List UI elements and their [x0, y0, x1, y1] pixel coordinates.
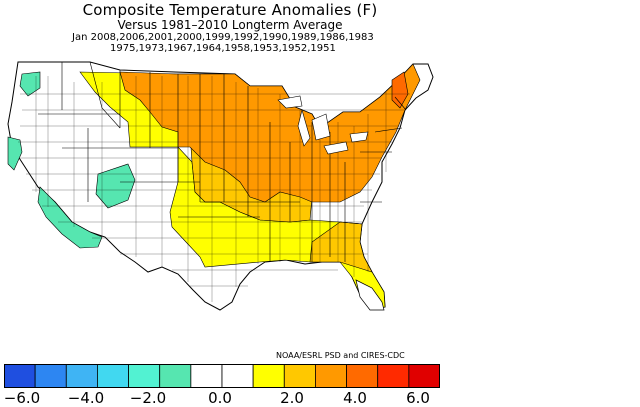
colorbar-cell	[408, 364, 440, 388]
composite-years-line-1: Jan 2008,2006,2001,2000,1999,1992,1990,1…	[72, 32, 374, 43]
tick-label-minus-6: −6.0	[3, 389, 41, 407]
composite-years-line-2: 1975,1973,1967,1964,1958,1953,1952,1951	[110, 43, 336, 54]
great-lakes	[277, 95, 369, 155]
map-title: Composite Temperature Anomalies (F)	[82, 1, 378, 19]
colorbar-cell	[190, 364, 223, 388]
colorbar-cell	[97, 364, 129, 388]
colorbar-tick-labels: −6.0 −4.0 −2.0 0.0 2.0 4.0 6.0	[0, 389, 460, 407]
tick-label-4: 4.0	[343, 389, 367, 407]
tick-label-minus-4: −4.0	[67, 389, 105, 407]
anomaly-region-teal-coast	[7, 136, 23, 171]
anomaly-region-teal-southwest	[37, 186, 103, 249]
data-source-credit: NOAA/ESRL PSD and CIRES-CDC	[276, 351, 405, 360]
colorbar-cell	[315, 364, 347, 388]
tick-label-2: 2.0	[280, 389, 304, 407]
colorbar-cell	[283, 364, 316, 388]
tick-label-6: 6.0	[406, 389, 430, 407]
anomaly-region-yellow	[79, 71, 386, 310]
colorbar-cell	[128, 364, 161, 388]
anomaly-region-teal-nevada	[95, 163, 136, 209]
colorbar-cell	[34, 364, 67, 388]
tick-label-minus-2: −2.0	[129, 389, 167, 407]
colorbar-cell	[346, 364, 379, 388]
colorbar	[4, 364, 440, 388]
anomaly-region-teal-northwest	[19, 71, 41, 97]
map-subtitle: Versus 1981–2010 Longterm Average	[117, 18, 343, 32]
tick-label-0: 0.0	[208, 389, 232, 407]
colorbar-cell	[221, 364, 254, 388]
colorbar-cell	[65, 364, 98, 388]
colorbar-cell	[252, 364, 285, 388]
division-borders	[18, 76, 410, 302]
colorbar-cell	[4, 364, 36, 388]
colorbar-cell	[159, 364, 192, 388]
map-svg	[7, 61, 434, 311]
anomaly-region-deep-orange	[391, 71, 409, 109]
florida	[355, 279, 385, 311]
colorbar-frame	[4, 364, 440, 388]
us-climate-division-map	[0, 52, 460, 357]
colorbar-cell	[377, 364, 410, 388]
